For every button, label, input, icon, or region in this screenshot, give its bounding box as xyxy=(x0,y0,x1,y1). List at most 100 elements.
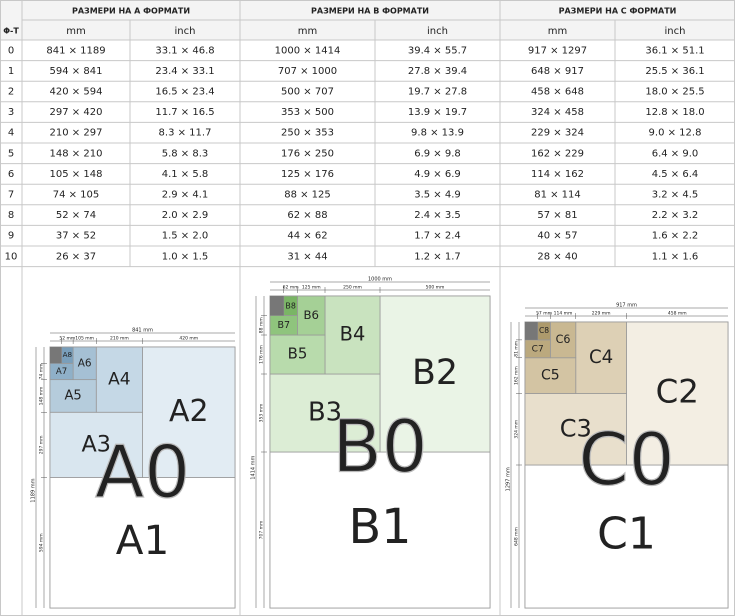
sheet-label: A2 xyxy=(169,394,208,429)
cell: 594 × 841 xyxy=(50,66,103,77)
corner-header: Φ-T xyxy=(3,27,19,36)
cell: 3.5 × 4.9 xyxy=(414,190,461,201)
cell: 5.8 × 8.3 xyxy=(162,148,209,159)
dimension-label: 594 mm xyxy=(39,533,45,552)
cell: 353 × 500 xyxy=(281,107,334,118)
corner-sheet xyxy=(525,322,538,340)
dimension-label: 210 mm xyxy=(110,336,129,342)
cell: 3 xyxy=(8,107,14,118)
cell: 37 × 52 xyxy=(56,231,96,242)
cell: 4.5 × 6.4 xyxy=(652,169,699,180)
corner-sheet xyxy=(50,347,62,364)
cell: 229 × 324 xyxy=(531,128,584,139)
cell: 250 × 353 xyxy=(281,128,334,139)
cell: 18.0 × 25.5 xyxy=(645,87,704,98)
sheet xyxy=(524,464,729,609)
sheet-label: A3 xyxy=(82,431,111,457)
cell: 19.7 × 27.8 xyxy=(408,87,467,98)
cell: 4.9 × 6.9 xyxy=(414,169,461,180)
sheet xyxy=(49,411,143,478)
cell: 297 × 420 xyxy=(50,107,103,118)
dimension-label: 57 mm xyxy=(536,311,552,317)
cell: 7 xyxy=(8,190,14,201)
cell: 148 × 210 xyxy=(50,148,103,159)
big-label: B0 xyxy=(332,405,427,489)
format-diagram: B0 B1 B2 B3 B4 B5 B6 B7 B8 1000 mm 500 mm 250 mm 125… xyxy=(251,277,491,609)
dimension-label: 176 mm xyxy=(259,345,265,364)
cell: 9 xyxy=(8,231,14,242)
cell: 1.0 × 1.5 xyxy=(162,251,209,262)
dimension-label: 1189 mm xyxy=(31,478,37,502)
cell: 4.1 × 5.8 xyxy=(162,169,209,180)
corner-sheet xyxy=(270,296,284,316)
cell: 4 xyxy=(8,128,14,139)
cell: 36.1 × 51.1 xyxy=(645,45,704,56)
dimension-label: 229 mm xyxy=(592,311,611,317)
sheet-label: A7 xyxy=(56,367,67,377)
sheet xyxy=(549,321,577,359)
group-header: РАЗМЕРИ НА B ФОРМАТИ xyxy=(311,7,429,16)
sheet xyxy=(49,477,236,609)
cell: 2.4 × 3.5 xyxy=(414,210,461,221)
sheet-label: C6 xyxy=(556,333,571,346)
cell: 6 xyxy=(8,169,14,180)
cell: 27.8 × 39.4 xyxy=(408,66,467,77)
sheet-label: A4 xyxy=(108,370,130,390)
dimension-label: 81 mm xyxy=(514,341,520,357)
sub-header: inch xyxy=(175,26,196,37)
cell: 11.7 × 16.5 xyxy=(155,107,214,118)
cell: 39.4 × 55.7 xyxy=(408,45,467,56)
cell: 8.3 × 11.7 xyxy=(159,128,212,139)
cell: 23.4 × 33.1 xyxy=(155,66,214,77)
cell: 2 xyxy=(8,87,14,98)
sub-header: mm xyxy=(548,26,567,37)
dimension-label: 162 mm xyxy=(514,366,520,385)
dimension-label: 88 mm xyxy=(259,317,265,333)
sheet-label: B8 xyxy=(285,301,295,310)
cell: 176 × 250 xyxy=(281,148,334,159)
group-header: РАЗМЕРИ НА А ФОРМАТИ xyxy=(72,7,190,16)
sheet xyxy=(49,379,97,413)
cell: 162 × 229 xyxy=(531,148,584,159)
sheet-label: B3 xyxy=(308,398,342,428)
sheet-label: B6 xyxy=(304,308,319,322)
sub-header: inch xyxy=(427,26,448,37)
sheet-label: A1 xyxy=(116,516,169,564)
dimension-label: 707 mm xyxy=(259,521,265,540)
cell: 648 × 917 xyxy=(531,66,584,77)
sub-header: mm xyxy=(66,26,85,37)
cell: 210 × 297 xyxy=(50,128,103,139)
dimension-label: 1000 mm xyxy=(368,277,392,283)
cell: 6.9 × 9.8 xyxy=(414,148,461,159)
cell: 707 × 1000 xyxy=(278,66,337,77)
sheet xyxy=(95,346,143,413)
sheet-label: C1 xyxy=(597,509,656,560)
dimension-label: 500 mm xyxy=(426,285,445,291)
cell: 1 xyxy=(8,66,14,77)
dimension-label: 648 mm xyxy=(514,527,520,546)
cell: 5 xyxy=(8,148,14,159)
dimension-label: 324 mm xyxy=(514,420,520,439)
cell: 500 × 707 xyxy=(281,87,334,98)
dimension-label: 297 mm xyxy=(39,435,45,454)
dimension-label: 148 mm xyxy=(39,387,45,406)
dimension-label: 52 mm xyxy=(59,336,75,342)
cell: 917 × 1297 xyxy=(528,45,587,56)
dimension-label: 841 mm xyxy=(132,328,153,334)
cell: 13.9 × 19.7 xyxy=(408,107,467,118)
cell: 841 × 1189 xyxy=(46,45,105,56)
cell: 74 × 105 xyxy=(53,190,100,201)
sheet-label: B5 xyxy=(288,345,308,363)
cell: 1000 × 1414 xyxy=(275,45,341,56)
group-header: РАЗМЕРИ НА С ФОРМАТИ xyxy=(559,7,677,16)
dimension-label: 250 mm xyxy=(343,285,362,291)
dimension-label: 105 mm xyxy=(75,336,94,342)
sheet xyxy=(142,346,236,478)
cell: 62 × 88 xyxy=(287,210,327,221)
dimension-label: 74 mm xyxy=(39,364,45,380)
cell: 125 × 176 xyxy=(281,169,334,180)
sheet xyxy=(575,321,627,394)
sub-header: inch xyxy=(665,26,686,37)
cell: 1.7 × 2.4 xyxy=(414,231,461,242)
